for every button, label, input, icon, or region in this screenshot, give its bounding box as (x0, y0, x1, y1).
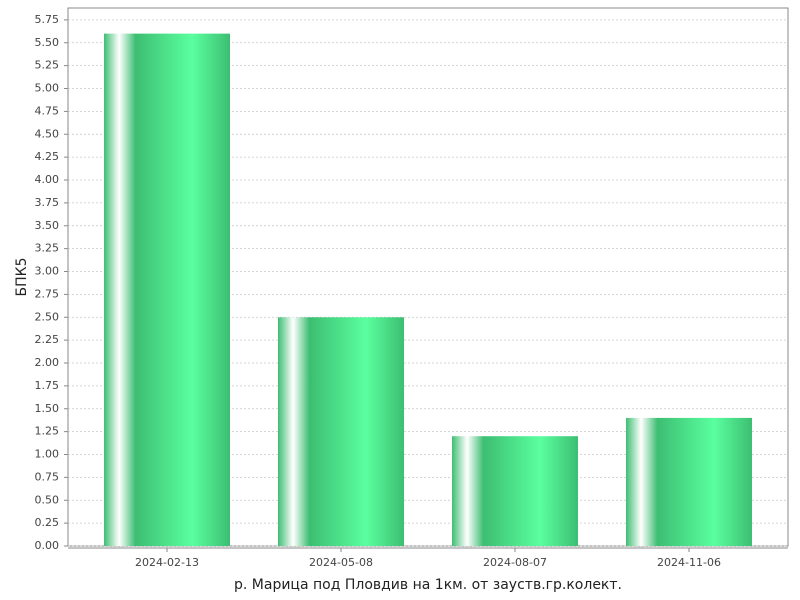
y-tick-label: 3.00 (35, 265, 60, 278)
x-tick-label: 2024-08-07 (483, 556, 547, 569)
y-tick-label: 3.25 (35, 242, 60, 255)
y-tick-label: 4.75 (35, 104, 60, 117)
x-tick-label: 2024-05-08 (309, 556, 373, 569)
y-tick-label: 5.25 (35, 59, 60, 72)
bar (452, 436, 578, 546)
y-tick-label: 4.00 (35, 173, 60, 186)
y-tick-label: 4.25 (35, 150, 60, 163)
y-tick-label: 4.50 (35, 127, 60, 140)
y-tick-label: 2.50 (35, 310, 60, 323)
bar (278, 317, 404, 546)
y-tick-label: 2.00 (35, 356, 60, 369)
y-tick-label: 0.00 (35, 539, 60, 552)
x-tick-label: 2024-02-13 (135, 556, 199, 569)
x-tick-label: 2024-11-06 (657, 556, 721, 569)
y-tick-label: 5.50 (35, 36, 60, 49)
y-tick-label: 3.75 (35, 196, 60, 209)
y-tick-label: 1.25 (35, 425, 60, 438)
y-tick-label: 5.75 (35, 13, 60, 26)
y-tick-label: 0.50 (35, 493, 60, 506)
y-tick-label: 1.75 (35, 379, 60, 392)
y-tick-label: 0.25 (35, 516, 60, 529)
x-axis-title: р. Марица под Пловдив на 1км. от зауств.… (234, 577, 622, 593)
bar (626, 417, 752, 546)
y-tick-label: 2.75 (35, 287, 60, 300)
y-tick-label: 1.50 (35, 402, 60, 415)
y-tick-label: 3.50 (35, 219, 60, 232)
bar (104, 33, 230, 547)
y-tick-label: 5.00 (35, 82, 60, 95)
y-axis-title: БПК5 (14, 258, 30, 297)
y-tick-label: 1.00 (35, 448, 60, 461)
y-tick-label: 0.75 (35, 470, 60, 483)
y-tick-label: 2.25 (35, 333, 60, 346)
